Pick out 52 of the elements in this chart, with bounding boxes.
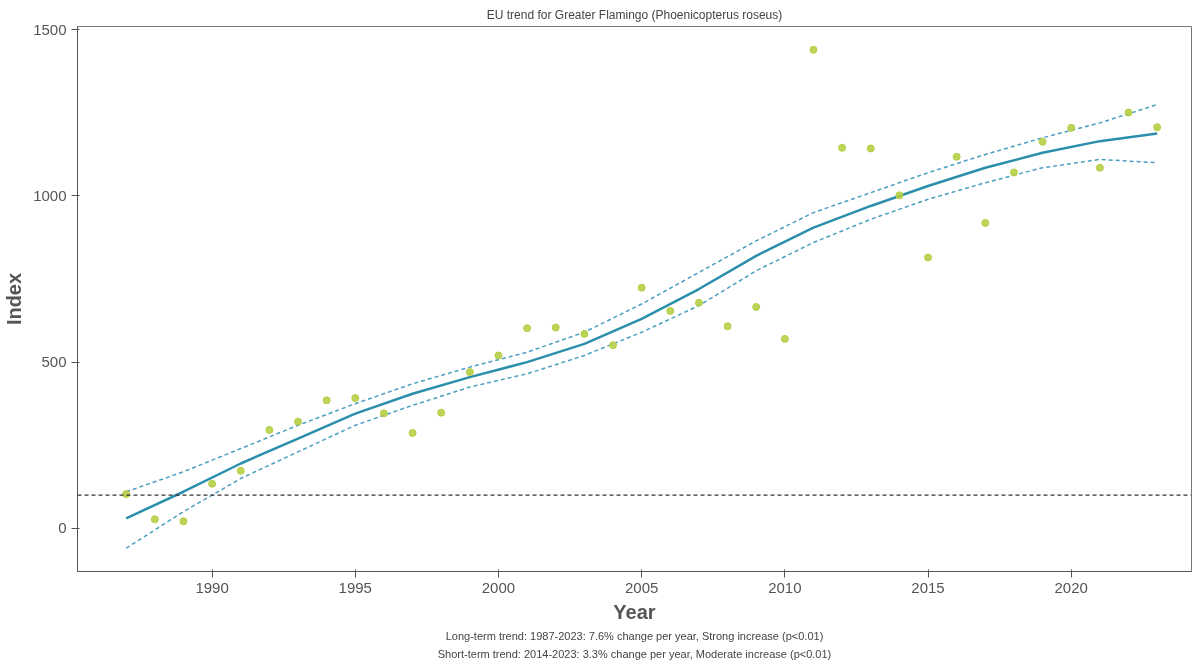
y-tick-label: 0 — [58, 519, 67, 537]
point — [752, 302, 761, 311]
point — [150, 515, 159, 524]
point — [866, 144, 875, 153]
point — [179, 517, 188, 526]
point — [1067, 123, 1076, 132]
point — [523, 324, 532, 333]
point — [609, 341, 618, 350]
point — [780, 334, 789, 343]
point — [322, 396, 331, 405]
point — [551, 323, 560, 332]
point — [838, 143, 847, 152]
point — [1009, 168, 1018, 177]
point — [236, 466, 245, 475]
x-axis-title: Year — [613, 600, 656, 623]
point — [294, 417, 303, 426]
x-tick-label: 2000 — [481, 578, 516, 596]
x-tick-label: 2005 — [624, 578, 659, 596]
point — [694, 298, 703, 307]
point — [437, 408, 446, 417]
y-axis-title: Index — [3, 272, 26, 326]
x-tick-label: 1995 — [338, 578, 372, 596]
point — [637, 283, 646, 292]
point — [952, 152, 961, 161]
point — [1095, 163, 1104, 172]
point — [465, 368, 474, 377]
point — [408, 428, 417, 437]
point — [1038, 137, 1047, 146]
x-tick-label: 1990 — [195, 578, 229, 596]
point — [494, 351, 503, 360]
point — [895, 191, 904, 200]
point — [208, 479, 217, 488]
point — [809, 45, 818, 54]
point — [265, 425, 274, 434]
point — [1153, 123, 1162, 132]
point — [981, 218, 990, 227]
point — [1124, 108, 1133, 117]
point — [924, 253, 933, 262]
x-tick-label: 2015 — [911, 578, 945, 596]
y-tick-label: 500 — [41, 353, 67, 371]
text: Long-term trend: 1987-2023: 7.6% change per year, Strong increase (p<0.01) — [445, 629, 824, 642]
y-tick-label: 1000 — [33, 186, 67, 204]
point — [580, 329, 589, 338]
point — [379, 409, 388, 418]
x-tick-label: 2010 — [768, 578, 802, 596]
chart-title: EU trend for Greater Flamingo (Phoenicopterus roseus) — [486, 7, 783, 22]
x-tick-label: 2020 — [1054, 578, 1088, 596]
point — [351, 394, 360, 403]
y-tick-label: 1500 — [33, 20, 67, 38]
text: Short-term trend: 2014-2023: 3.3% change per year, Moderate increase (p<0.01) — [437, 647, 832, 660]
point — [666, 306, 675, 315]
point — [723, 322, 732, 331]
